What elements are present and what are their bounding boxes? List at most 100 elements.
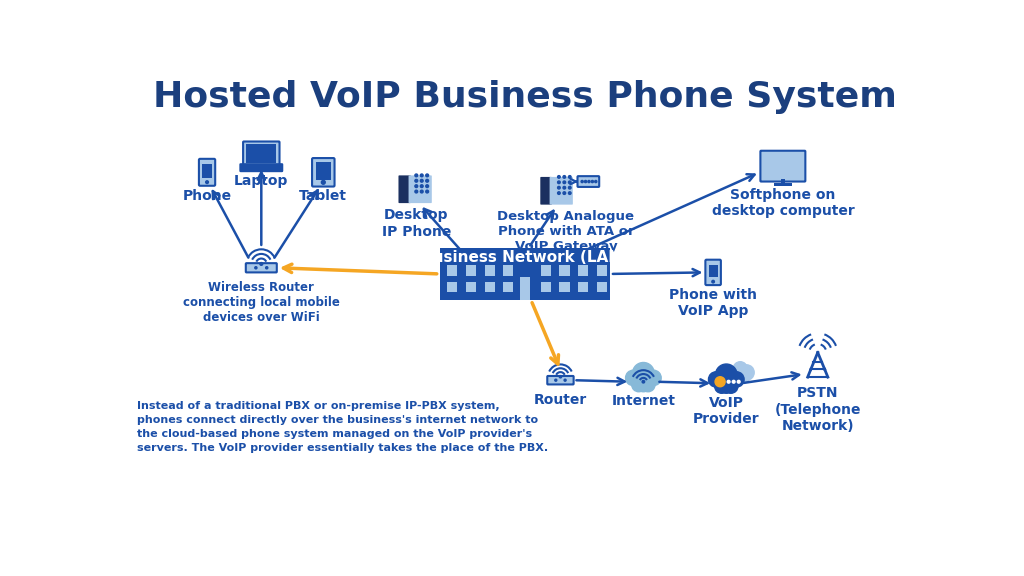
Circle shape <box>581 180 584 183</box>
Circle shape <box>568 192 571 194</box>
Circle shape <box>626 370 641 385</box>
Circle shape <box>642 381 645 383</box>
Circle shape <box>716 364 737 385</box>
Bar <box>709 264 718 278</box>
Circle shape <box>595 180 597 183</box>
Bar <box>466 282 476 293</box>
Circle shape <box>729 372 744 387</box>
Circle shape <box>719 380 733 393</box>
Circle shape <box>633 362 654 384</box>
Text: Wireless Router
connecting local mobile
devices over WiFi: Wireless Router connecting local mobile … <box>183 281 340 324</box>
Circle shape <box>727 380 730 383</box>
FancyBboxPatch shape <box>547 376 573 384</box>
Circle shape <box>588 180 590 183</box>
Circle shape <box>206 181 209 184</box>
Text: Instead of a traditional PBX or on-premise IP-PBX system,
phones connect directl: Instead of a traditional PBX or on-premi… <box>137 401 549 453</box>
Bar <box>504 282 513 293</box>
Circle shape <box>709 372 724 387</box>
Circle shape <box>415 190 418 193</box>
Circle shape <box>426 185 429 188</box>
FancyBboxPatch shape <box>241 164 283 171</box>
Circle shape <box>420 179 423 182</box>
Bar <box>484 282 495 293</box>
Circle shape <box>426 179 429 182</box>
Bar <box>579 266 588 276</box>
FancyBboxPatch shape <box>246 263 276 272</box>
Circle shape <box>568 181 571 184</box>
Bar <box>597 266 607 276</box>
Bar <box>439 248 610 300</box>
Bar <box>559 282 569 293</box>
Text: Internet: Internet <box>611 394 676 408</box>
Text: Tablet: Tablet <box>299 190 347 203</box>
Bar <box>447 266 458 276</box>
FancyBboxPatch shape <box>409 175 432 203</box>
FancyBboxPatch shape <box>398 175 411 203</box>
Circle shape <box>322 180 326 184</box>
Text: Laptop: Laptop <box>234 174 289 188</box>
FancyBboxPatch shape <box>243 142 280 166</box>
Text: Hosted VoIP Business Phone System: Hosted VoIP Business Phone System <box>153 80 897 114</box>
Circle shape <box>558 192 560 194</box>
FancyBboxPatch shape <box>578 176 599 187</box>
Circle shape <box>636 378 650 392</box>
Circle shape <box>255 267 257 269</box>
Bar <box>520 277 529 300</box>
Circle shape <box>732 380 735 383</box>
Text: Phone: Phone <box>182 190 231 203</box>
Circle shape <box>563 187 565 189</box>
Bar <box>504 266 513 276</box>
Bar <box>316 162 331 180</box>
Text: Softphone on
desktop computer: Softphone on desktop computer <box>712 188 854 218</box>
Bar <box>541 282 551 293</box>
Circle shape <box>632 378 646 392</box>
Bar <box>447 282 458 293</box>
FancyBboxPatch shape <box>550 177 572 204</box>
Circle shape <box>733 362 748 376</box>
Text: VoIP
Provider: VoIP Provider <box>693 396 760 426</box>
Bar <box>541 266 551 276</box>
Circle shape <box>737 371 750 383</box>
Text: Desktop Analogue
Phone with ATA or
VoIP Gateway: Desktop Analogue Phone with ATA or VoIP … <box>498 210 635 253</box>
Circle shape <box>420 174 423 177</box>
Circle shape <box>715 377 725 386</box>
Circle shape <box>559 376 561 378</box>
Bar <box>559 266 569 276</box>
Circle shape <box>568 176 571 178</box>
Circle shape <box>564 379 566 381</box>
Text: Phone with
VoIP App: Phone with VoIP App <box>669 288 757 318</box>
Circle shape <box>555 379 557 381</box>
Bar <box>202 164 212 177</box>
FancyBboxPatch shape <box>706 260 721 285</box>
Bar <box>484 266 495 276</box>
Circle shape <box>591 180 594 183</box>
Bar <box>466 266 476 276</box>
Circle shape <box>415 179 418 182</box>
Circle shape <box>724 380 738 393</box>
Circle shape <box>415 185 418 188</box>
Circle shape <box>563 192 565 194</box>
FancyBboxPatch shape <box>761 151 805 181</box>
Circle shape <box>712 281 715 283</box>
Circle shape <box>265 267 268 269</box>
Bar <box>246 144 276 163</box>
Circle shape <box>415 174 418 177</box>
Circle shape <box>563 181 565 184</box>
Circle shape <box>646 370 662 385</box>
Bar <box>781 179 784 185</box>
Circle shape <box>558 181 560 184</box>
Bar <box>764 154 802 179</box>
Circle shape <box>737 380 740 383</box>
Text: Router: Router <box>534 392 587 407</box>
Circle shape <box>715 380 729 393</box>
Bar <box>597 282 607 293</box>
Circle shape <box>585 180 587 183</box>
Circle shape <box>641 378 655 392</box>
FancyBboxPatch shape <box>541 177 552 204</box>
FancyBboxPatch shape <box>312 158 335 187</box>
Circle shape <box>420 185 423 188</box>
Circle shape <box>426 190 429 193</box>
Text: Desktop
IP Phone: Desktop IP Phone <box>382 209 451 238</box>
Bar <box>773 183 793 186</box>
Circle shape <box>563 176 565 178</box>
